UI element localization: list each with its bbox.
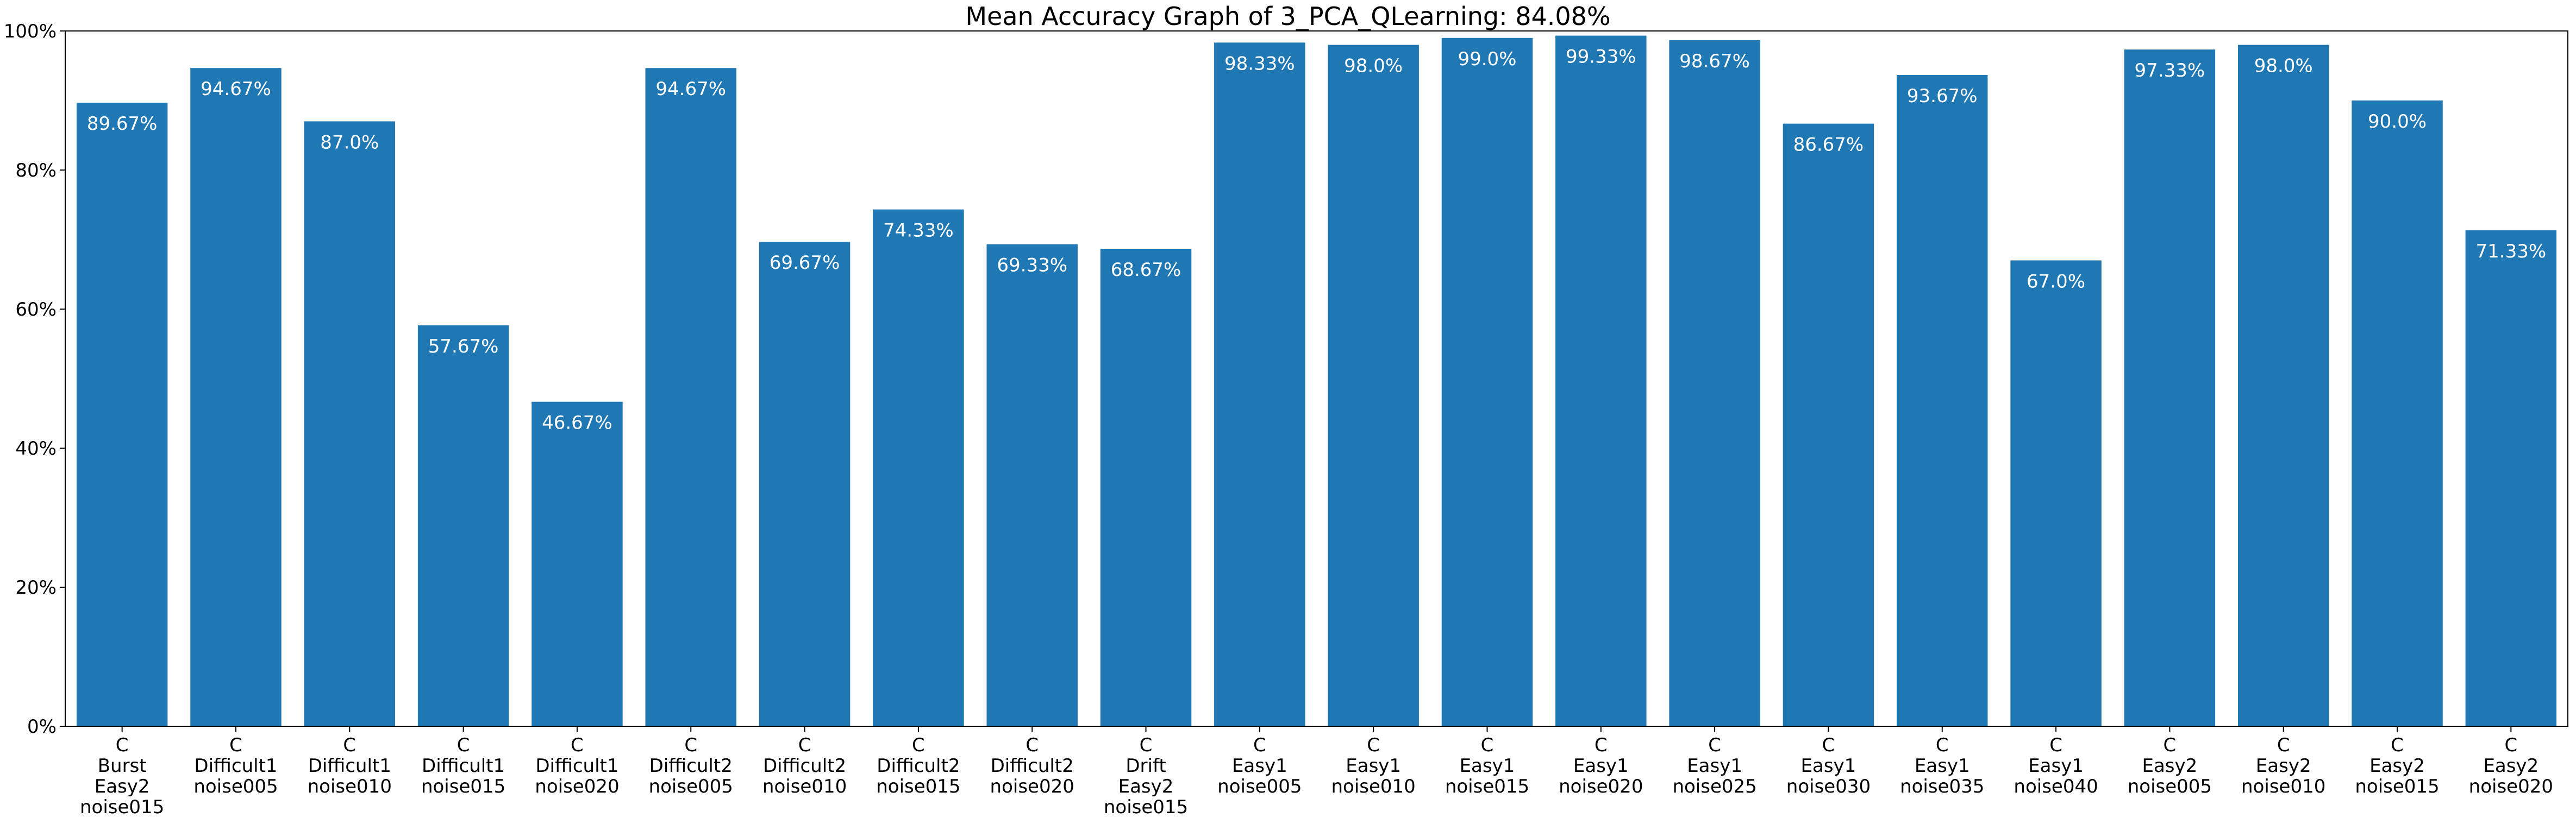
- data-label: 93.67%: [1907, 85, 1978, 107]
- bar: [1669, 40, 1760, 726]
- y-axis: 0% 20% 40% 60% 80% 100%: [4, 21, 65, 738]
- x-tick-label: C Difficult1 noise020: [535, 734, 619, 797]
- x-tick-label: C Difficult1 noise010: [308, 734, 392, 797]
- data-labels-layer: 89.67% 94.67% 87.0% 57.67% 46.67% 94.67% 69.67…: [87, 46, 2546, 434]
- bar: [1897, 75, 1988, 726]
- data-label: 87.0%: [320, 131, 379, 153]
- data-label: 69.67%: [770, 252, 840, 274]
- bar: [76, 103, 168, 726]
- x-tick-label: C Difficult2 noise015: [876, 734, 960, 797]
- x-tick-label: C Easy2 noise020: [2469, 734, 2553, 797]
- bar: [1100, 249, 1192, 726]
- y-tick-label: 60%: [15, 299, 57, 320]
- data-label: 98.0%: [1344, 55, 1403, 77]
- bar: [2010, 260, 2102, 726]
- data-label: 68.67%: [1111, 259, 1181, 281]
- bar: [2352, 100, 2443, 726]
- bar: [2237, 45, 2329, 727]
- data-label: 90.0%: [2368, 111, 2427, 133]
- bar: [1555, 35, 1647, 726]
- data-label: 69.33%: [997, 255, 1067, 276]
- data-label: 67.0%: [2027, 271, 2085, 292]
- data-label: 94.67%: [655, 78, 726, 100]
- x-tick-label: C Burst Easy2 noise015: [80, 734, 164, 815]
- x-tick-label: C Easy1 noise020: [1559, 734, 1643, 797]
- x-tick-label: C Easy1 noise040: [2014, 734, 2098, 797]
- data-label: 57.67%: [428, 336, 499, 357]
- bar: [759, 242, 851, 726]
- data-label: 86.67%: [1793, 134, 1864, 156]
- data-label: 71.33%: [2476, 241, 2547, 262]
- x-tick-label: C Easy2 noise005: [2128, 734, 2212, 797]
- bar: [532, 401, 623, 726]
- bar: [1441, 37, 1533, 726]
- bar: [1214, 42, 1305, 727]
- bar: [417, 325, 509, 726]
- data-label: 46.67%: [542, 412, 612, 434]
- bar: [1783, 123, 1874, 726]
- bar: [645, 68, 736, 726]
- data-label: 99.33%: [1566, 46, 1636, 68]
- x-tick-label: C Difficult1 noise005: [193, 734, 278, 797]
- data-label: 98.0%: [2254, 55, 2313, 77]
- x-tick-label: C Difficult2 noise010: [762, 734, 847, 797]
- data-label: 99.0%: [1458, 48, 1516, 70]
- data-label: 97.33%: [2135, 60, 2205, 81]
- data-label: 89.67%: [87, 113, 158, 135]
- x-tick-label: C Drift Easy2 noise015: [1104, 734, 1188, 815]
- x-tick-label: C Easy2 noise015: [2355, 734, 2439, 797]
- x-tick-label: C Easy1 noise005: [1217, 734, 1302, 797]
- x-tick-label: C Difficult2 noise005: [649, 734, 733, 797]
- x-tick-label: C Difficult1 noise015: [421, 734, 505, 797]
- y-tick-label: 0%: [27, 716, 57, 738]
- x-tick-label: C Easy1 noise015: [1445, 734, 1529, 797]
- bar: [304, 121, 396, 726]
- x-tick-label: C Difficult2 noise020: [990, 734, 1074, 797]
- x-tick-label: C Easy1 noise025: [1672, 734, 1756, 797]
- chart-title: Mean Accuracy Graph of 3_PCA_QLearning: …: [965, 2, 1610, 31]
- bar: [190, 68, 282, 726]
- data-label: 74.33%: [883, 220, 954, 242]
- y-tick-label: 80%: [15, 160, 57, 181]
- bar: [986, 244, 1078, 726]
- data-label: 94.67%: [201, 78, 271, 100]
- bar: [1328, 45, 1419, 727]
- bar: [2465, 230, 2557, 726]
- x-tick-label: C Easy2 noise010: [2241, 734, 2325, 797]
- y-tick-label: 20%: [15, 577, 57, 599]
- plot-frame: [65, 30, 2568, 727]
- data-label: 98.33%: [1224, 53, 1295, 74]
- bars-layer: [76, 35, 2557, 727]
- bar: [2124, 49, 2216, 726]
- bar: [873, 209, 964, 726]
- y-tick-label: 40%: [15, 438, 57, 460]
- data-label: 98.67%: [1679, 51, 1750, 72]
- y-tick-label: 100%: [4, 21, 57, 42]
- x-tick-label: C Easy1 noise030: [1786, 734, 1871, 797]
- x-axis: C Burst Easy2 noise015 C Difficult1 noise005 C D…: [80, 726, 2553, 817]
- x-tick-label: C Easy1 noise010: [1331, 734, 1415, 797]
- x-tick-label: C Easy1 noise035: [1900, 734, 1984, 797]
